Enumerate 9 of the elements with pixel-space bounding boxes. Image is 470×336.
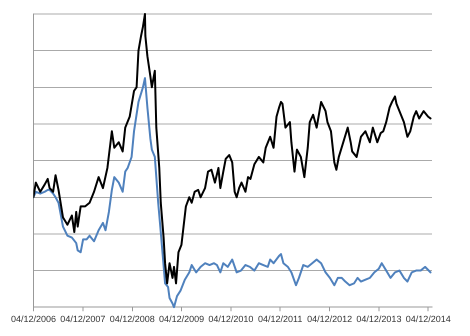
x-tick-label: 04/12/2008: [110, 314, 155, 324]
x-tick-label: 04/12/2014: [406, 314, 451, 324]
x-tick-label: 04/12/2009: [159, 314, 204, 324]
x-tick-label: 04/12/2007: [60, 314, 106, 324]
x-tick-label: 04/12/2006: [11, 314, 56, 324]
x-tick-label: 04/12/2010: [208, 314, 254, 324]
x-tick-label: 04/12/2012: [307, 314, 352, 324]
x-tick-label: 04/12/2011: [258, 314, 302, 324]
x-tick-label: 04/12/2013: [356, 314, 402, 324]
